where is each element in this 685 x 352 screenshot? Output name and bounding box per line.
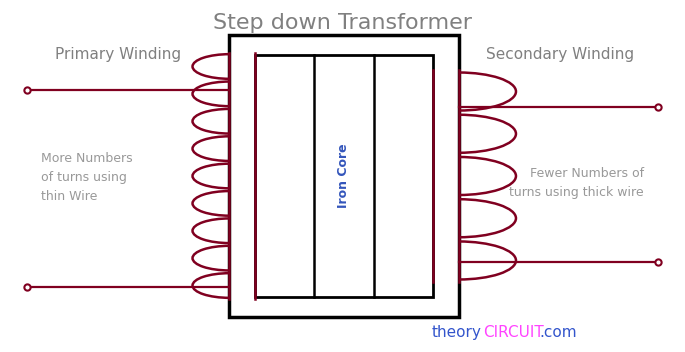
Text: .com: .com: [540, 325, 577, 340]
Text: Fewer Numbers of
turns using thick wire: Fewer Numbers of turns using thick wire: [509, 167, 644, 199]
Bar: [229, 35, 459, 317]
Text: Iron Core: Iron Core: [338, 144, 350, 208]
Bar: [255, 55, 433, 297]
Text: Step down Transformer: Step down Transformer: [213, 13, 472, 33]
Text: theory: theory: [432, 325, 482, 340]
Text: Secondary Winding: Secondary Winding: [486, 47, 634, 62]
Text: CIRCUIT: CIRCUIT: [483, 325, 544, 340]
Text: More Numbers
of turns using
thin Wire: More Numbers of turns using thin Wire: [41, 152, 133, 203]
Text: Primary Winding: Primary Winding: [55, 47, 181, 62]
